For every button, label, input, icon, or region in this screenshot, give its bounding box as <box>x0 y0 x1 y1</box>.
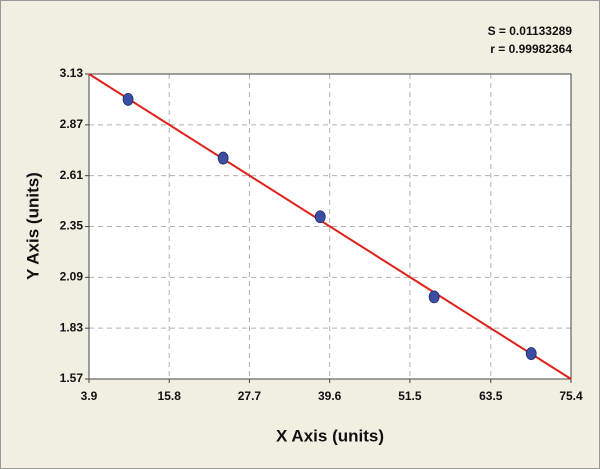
y-tick-label: 3.13 <box>60 66 84 80</box>
x-tick-label: 3.9 <box>81 389 98 403</box>
x-tick-label: 51.5 <box>398 389 422 403</box>
annotation: S = 0.01133289 <box>488 24 573 38</box>
x-tick-label: 39.6 <box>318 389 342 403</box>
y-tick-label: 2.35 <box>60 219 84 233</box>
x-tick-label: 63.5 <box>479 389 503 403</box>
data-point <box>525 347 537 360</box>
data-point <box>428 290 440 304</box>
fit-line <box>88 73 572 380</box>
y-tick-label: 2.87 <box>60 117 84 131</box>
data-point <box>217 151 229 165</box>
y-axis-label: Y Axis (units) <box>23 172 42 280</box>
x-tick-label: 15.8 <box>158 389 182 403</box>
y-tick-label: 1.57 <box>60 371 84 385</box>
x-tick-label: 27.7 <box>238 389 262 403</box>
annotation: r = 0.99982364 <box>490 42 572 56</box>
y-tick-label: 2.09 <box>60 270 84 284</box>
x-axis-label: X Axis (units) <box>276 426 384 445</box>
data-point <box>122 93 134 106</box>
y-tick-label: 1.83 <box>60 320 84 334</box>
data-point <box>314 210 326 224</box>
y-tick-label: 2.61 <box>60 168 84 182</box>
x-tick-label: 75.4 <box>559 389 583 403</box>
